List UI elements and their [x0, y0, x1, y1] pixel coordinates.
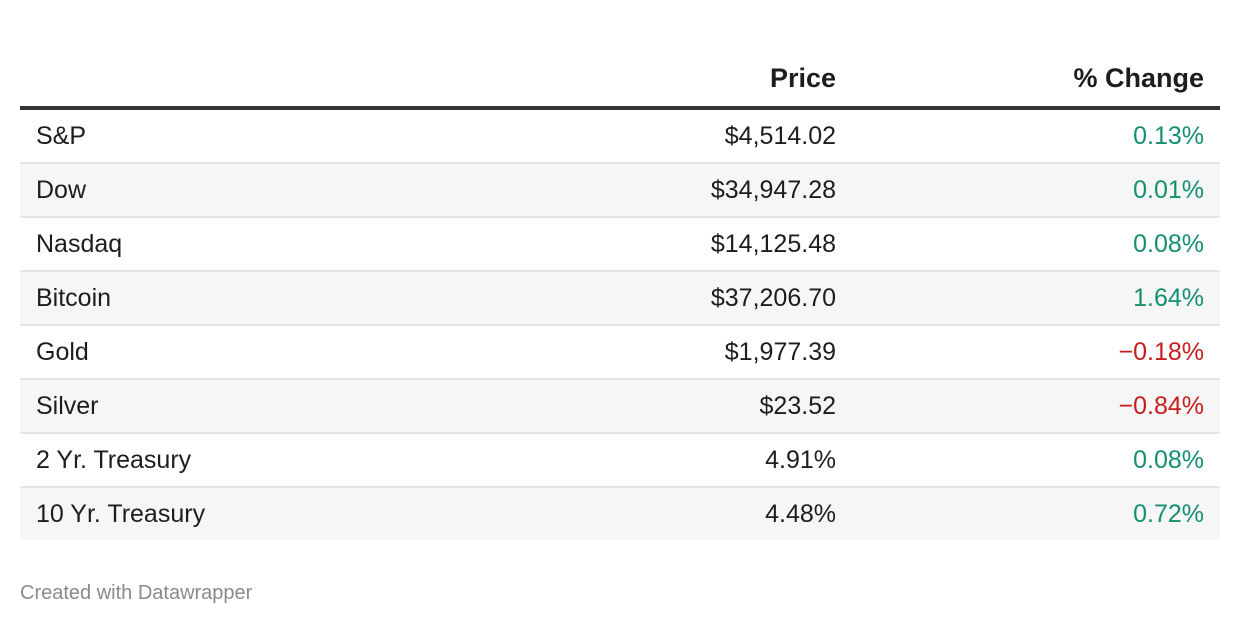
row-price: $34,947.28: [520, 163, 836, 218]
row-change: −0.18%: [836, 325, 1220, 380]
row-name: Bitcoin: [20, 271, 520, 326]
row-price: $14,125.48: [520, 217, 836, 272]
header-price: Price: [520, 50, 836, 110]
row-price: $23.52: [520, 379, 836, 434]
table-row: 10 Yr. Treasury 4.48% 0.72%: [20, 487, 1220, 540]
row-change: 1.64%: [836, 271, 1220, 326]
market-table: Price % Change S&P $4,514.02 0.13% Dow $…: [20, 50, 1220, 540]
row-name: 2 Yr. Treasury: [20, 433, 520, 488]
table-row: Gold $1,977.39 −0.18%: [20, 325, 1220, 380]
row-price: 4.91%: [520, 433, 836, 488]
row-change: −0.84%: [836, 379, 1220, 434]
row-name: Silver: [20, 379, 520, 434]
row-price: $1,977.39: [520, 325, 836, 380]
row-price: $37,206.70: [520, 271, 836, 326]
row-change: 0.01%: [836, 163, 1220, 218]
row-change: 0.72%: [836, 487, 1220, 540]
row-name: Nasdaq: [20, 217, 520, 272]
datawrapper-credit: Created with Datawrapper: [20, 582, 253, 604]
row-change: 0.13%: [836, 108, 1220, 164]
row-change: 0.08%: [836, 217, 1220, 272]
row-price: $4,514.02: [520, 108, 836, 164]
row-name: 10 Yr. Treasury: [20, 487, 520, 540]
row-price: 4.48%: [520, 487, 836, 540]
row-name: Gold: [20, 325, 520, 380]
table-row: Silver $23.52 −0.84%: [20, 379, 1220, 434]
row-name: S&P: [20, 108, 520, 164]
header-name: [20, 50, 520, 110]
table-row: Nasdaq $14,125.48 0.08%: [20, 217, 1220, 272]
table-row: 2 Yr. Treasury 4.91% 0.08%: [20, 433, 1220, 488]
table-header-row: Price % Change: [20, 50, 1220, 110]
header-change: % Change: [836, 50, 1220, 110]
row-change: 0.08%: [836, 433, 1220, 488]
market-table-container: Price % Change S&P $4,514.02 0.13% Dow $…: [20, 50, 1220, 540]
row-name: Dow: [20, 163, 520, 218]
table-row: Dow $34,947.28 0.01%: [20, 163, 1220, 218]
table-row: Bitcoin $37,206.70 1.64%: [20, 271, 1220, 326]
table-row: S&P $4,514.02 0.13%: [20, 108, 1220, 164]
